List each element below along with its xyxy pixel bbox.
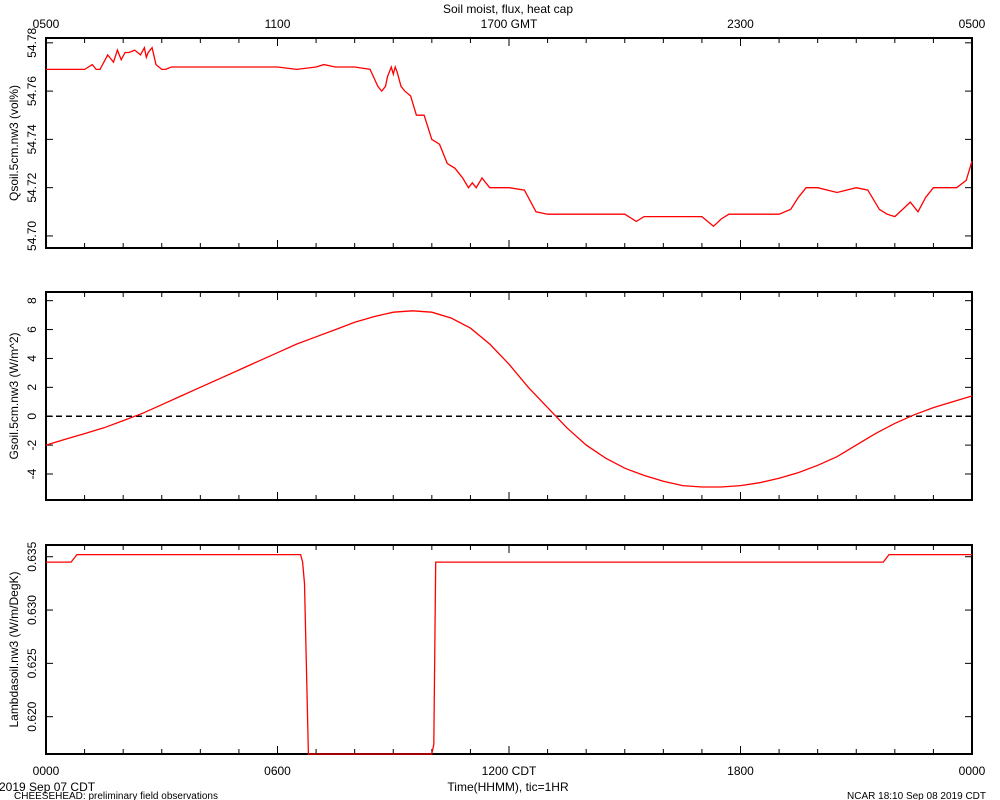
y-tick-label: 2 (25, 384, 39, 391)
x-axis-label: Time(HHMM), tic=1HR (447, 780, 569, 794)
top-tick-label: 2300 (727, 17, 754, 31)
chart-panel-3: 0.620 0.625 0.630 0.635 Lambdasoil.nw3 (W/m/… (7, 541, 973, 755)
y-tick-label: -4 (25, 468, 39, 479)
footer-generated: NCAR 18:10 Sep 08 2019 CDT (847, 791, 986, 800)
y-tick-label: 4 (25, 355, 39, 362)
panel-frame (45, 291, 973, 501)
y-tick-label: 54.70 (25, 221, 39, 251)
y-axis-label: Lambdasoil.nw3 (W/m/DegK) (7, 571, 21, 727)
y-tick-label: 8 (25, 297, 39, 304)
bottom-tick-label: 0600 (264, 764, 291, 778)
y-tick-label: 54.76 (25, 76, 39, 106)
y-tick-label: 0.620 (25, 701, 39, 731)
top-tick-label: 1100 (265, 17, 291, 31)
y-axis-label: Gsoil.5cm.nw3 (W/m^2) (7, 333, 21, 460)
y-tick-label: 54.72 (25, 172, 39, 202)
bottom-time-axis: 0000 0600 1200 CDT 1800 0000 (33, 764, 986, 778)
y-tick-label: 54.74 (25, 124, 39, 154)
chart-title: Soil moist, flux, heat cap (443, 2, 573, 16)
footer-start-date: 2019 Sep 07 CDT (0, 780, 96, 794)
bottom-tick-label: 0000 (33, 764, 60, 778)
series-line-1-1 (46, 45, 973, 228)
top-tick-label: 1700 GMT (481, 17, 538, 31)
y-tick-label: -2 (25, 439, 39, 450)
series-line-2-1 (45, 310, 973, 488)
panel-frame (45, 37, 973, 249)
panel-frame (45, 544, 973, 755)
series-line-3-1 (46, 553, 972, 755)
footer-project: CHEESEHEAD: preliminary field observatio… (14, 791, 218, 800)
bottom-tick-label: 1800 (727, 764, 754, 778)
chart-panel-1: 54.70 54.72 54.74 54.76 54.78 Qsoil.5cm.nw3 (… (7, 27, 973, 251)
top-tick-label: 0500 (959, 17, 986, 31)
y-tick-label: 0.625 (25, 648, 39, 678)
y-tick-label: 54.78 (25, 27, 39, 57)
chart-panels: 54.70 54.72 54.74 54.76 54.78 Qsoil.5cm.nw3 (… (7, 27, 973, 755)
y-tick-label: 0.630 (25, 595, 39, 625)
y-tick-label: 0.635 (25, 541, 39, 571)
top-time-axis: 0500 1100 1700 GMT 2300 0500 (33, 17, 986, 31)
y-tick-label: 6 (25, 326, 39, 333)
bottom-tick-label: 1200 CDT (482, 764, 537, 778)
chart-panel-2: -4 -2 0 2 4 6 8 Gsoil.5cm.nw3 (W/m^2) (7, 291, 973, 501)
y-tick-label: 0 (25, 413, 39, 420)
top-tick-label: 0500 (33, 17, 60, 31)
bottom-tick-label: 0000 (959, 764, 986, 778)
y-axis-label: Qsoil.5cm.nw3 (vol%) (7, 85, 21, 201)
